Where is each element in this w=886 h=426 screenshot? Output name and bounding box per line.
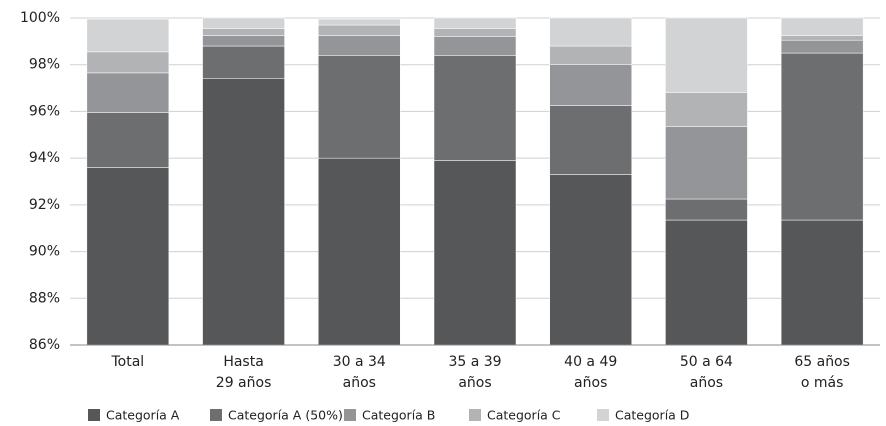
y-tick-label: 98% bbox=[29, 57, 60, 73]
bar-segment bbox=[318, 35, 401, 56]
legend-swatch bbox=[469, 409, 481, 421]
bar-segment bbox=[86, 167, 170, 346]
bar-segment bbox=[433, 160, 517, 346]
x-tick-label: 50 a 64 bbox=[680, 354, 733, 370]
x-tick-label: 65 años bbox=[794, 354, 850, 370]
x-tick-label: años bbox=[458, 375, 491, 391]
bar-segment bbox=[780, 39, 864, 54]
bar-segment bbox=[202, 78, 285, 346]
legend-label: Categoría A (50%) bbox=[228, 408, 343, 423]
x-tick-label: Hasta bbox=[223, 354, 263, 370]
bar-segment bbox=[665, 219, 748, 346]
bar-segment bbox=[780, 219, 864, 346]
legend-label: Categoría C bbox=[487, 408, 561, 423]
bar-segment bbox=[318, 24, 401, 36]
y-tick-label: 90% bbox=[29, 244, 60, 260]
y-tick-label: 88% bbox=[29, 290, 60, 306]
x-tick-label: 30 a 34 bbox=[333, 354, 386, 370]
bar-segment bbox=[202, 28, 285, 36]
bar-segment bbox=[433, 55, 517, 161]
bar-segment bbox=[318, 18, 401, 26]
bar-segment bbox=[318, 157, 401, 346]
legend-label: Categoría A bbox=[106, 408, 180, 423]
bar-segment bbox=[665, 126, 748, 200]
bar-segment bbox=[549, 45, 632, 65]
bar-segment bbox=[86, 18, 170, 53]
bar-segment bbox=[549, 105, 632, 175]
x-tick-label: Total bbox=[111, 354, 145, 370]
bar-segment bbox=[665, 92, 748, 127]
bar-segment bbox=[780, 35, 864, 41]
bar-segment bbox=[549, 64, 632, 106]
bar-segment bbox=[86, 112, 170, 168]
x-tick-label: 29 años bbox=[216, 375, 272, 391]
legend-swatch bbox=[597, 409, 609, 421]
bar-segment bbox=[202, 35, 285, 47]
x-tick-label: o más bbox=[801, 375, 844, 391]
legend-label: Categoría B bbox=[362, 408, 435, 423]
x-tick-label: años bbox=[574, 375, 607, 391]
legend-swatch bbox=[210, 409, 222, 421]
bar-segment bbox=[86, 72, 170, 113]
legend-swatch bbox=[344, 409, 356, 421]
bar-segment bbox=[780, 17, 864, 36]
y-tick-label: 86% bbox=[29, 337, 60, 353]
bar-segment bbox=[665, 198, 748, 221]
bar-segment bbox=[86, 51, 170, 74]
bar-segment bbox=[549, 174, 632, 346]
y-tick-label: 92% bbox=[29, 197, 60, 213]
bar-segment bbox=[433, 28, 517, 37]
bar-segment bbox=[433, 36, 517, 56]
bar-segment bbox=[549, 17, 632, 47]
legend-swatch bbox=[88, 409, 100, 421]
bar-segment bbox=[433, 17, 517, 29]
y-tick-label: 96% bbox=[29, 103, 60, 119]
bar-segment bbox=[318, 55, 401, 159]
x-tick-label: 40 a 49 bbox=[564, 354, 617, 370]
y-tick-label: 100% bbox=[20, 10, 60, 26]
x-tick-label: años bbox=[343, 375, 376, 391]
bar-segment bbox=[202, 45, 285, 79]
legend-label: Categoría D bbox=[615, 408, 689, 423]
x-tick-label: 35 a 39 bbox=[448, 354, 501, 370]
y-tick-label: 94% bbox=[29, 150, 60, 166]
x-tick-label: años bbox=[690, 375, 723, 391]
bar-segment bbox=[665, 17, 748, 93]
bar-segment bbox=[780, 52, 864, 221]
bar-segment bbox=[202, 17, 285, 29]
